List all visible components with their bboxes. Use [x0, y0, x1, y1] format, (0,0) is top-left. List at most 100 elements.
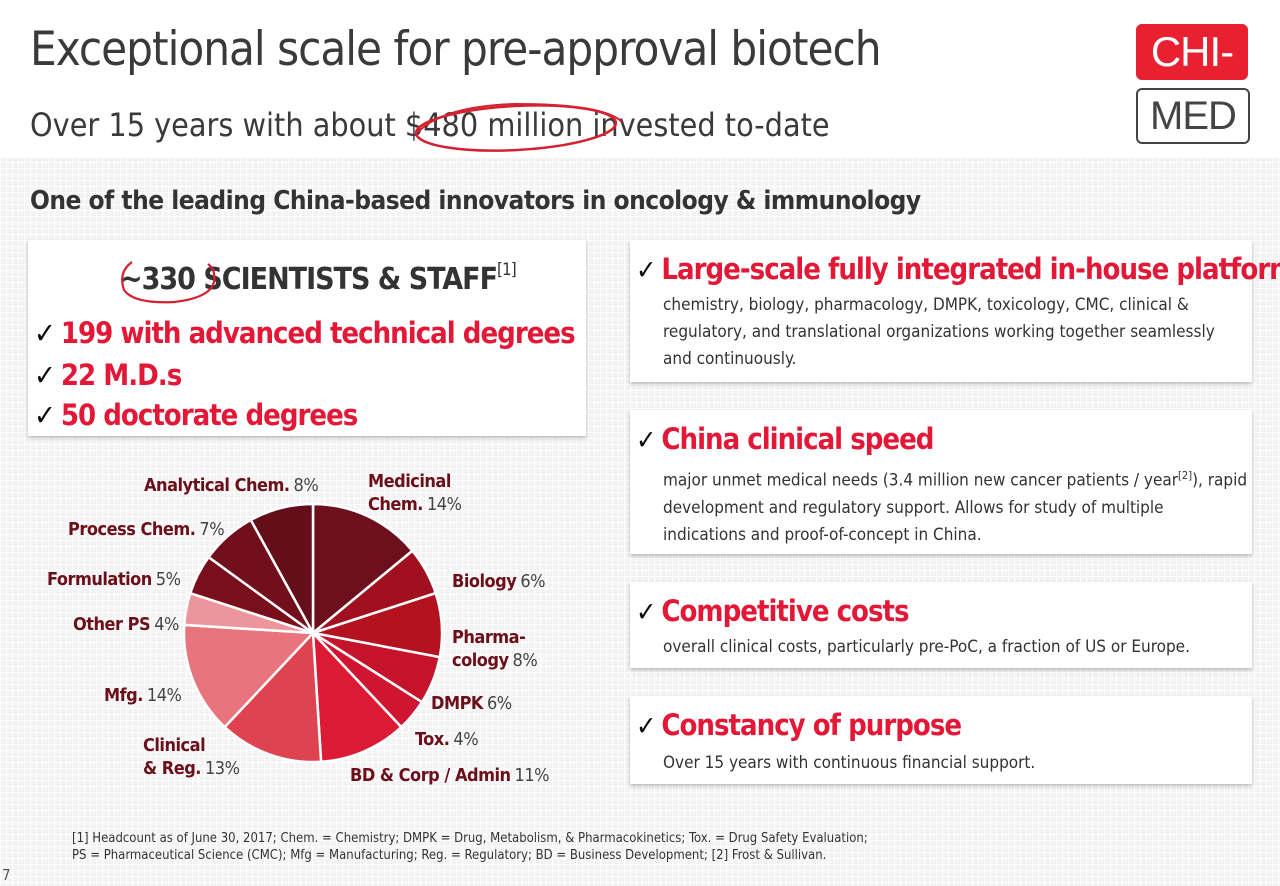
card-costs-body: overall clinical costs, particularly pre…	[663, 637, 1190, 657]
subtitle-highlight: $480 million	[404, 106, 584, 144]
company-logo-top: CHI-	[1136, 24, 1248, 80]
pie-label-text: Other PS 4%	[73, 613, 179, 636]
company-logo-bottom: MED	[1136, 88, 1250, 144]
pie-label-name: Mfg.	[104, 685, 143, 706]
check-icon: ✓	[34, 316, 56, 350]
pie-label-text: Formulation 5%	[47, 568, 181, 591]
pie-label-name: Process Chem.	[68, 519, 196, 540]
check-icon: ✓	[34, 398, 56, 432]
pie-label-name: Analytical Chem.	[144, 475, 290, 496]
check-icon: ✓	[636, 597, 656, 628]
card-title-text: Large-scale fully integrated in-house pl…	[661, 252, 1280, 286]
pie-label-value: 11%	[514, 765, 550, 786]
handdrawn-count-circle	[121, 261, 216, 304]
card-constancy-title: ✓ Constancy of purpose	[636, 708, 962, 742]
staff-summary-box	[28, 240, 586, 436]
pie-label: Clinical & Reg. 13%	[143, 734, 240, 780]
subtitle-pre: Over 15 years with about	[30, 106, 405, 144]
footnote-line: PS = Pharmaceutical Science (CMC); Mfg =…	[72, 848, 827, 863]
pie-label: Pharma-cology 8%	[452, 626, 538, 672]
pie-slice-mfg	[182, 623, 316, 729]
pie-label-value: 7%	[199, 519, 225, 540]
card-body-ref: [2]	[1178, 469, 1193, 482]
check-icon: ✓	[636, 711, 656, 742]
card-body-text: major unmet medical needs (3.4 million n…	[663, 470, 1179, 491]
card-constancy-body: Over 15 years with continuous financial …	[663, 753, 1036, 773]
pie-label-text: Medicinal	[368, 470, 461, 493]
pie-label-text: Clinical	[143, 734, 239, 757]
pie-label-value: 5%	[155, 569, 181, 590]
pie-label-text: cology 8%	[452, 649, 538, 672]
card-title-text: China clinical speed	[661, 422, 934, 456]
pie-label-name: Chem.	[368, 494, 423, 515]
pie-label-value: 6%	[520, 571, 546, 592]
card-body-text: ), rapid development and regulatory supp…	[663, 470, 1248, 545]
pie-label-value: 14%	[426, 494, 462, 515]
check-icon: ✓	[636, 425, 656, 456]
staff-item: ✓ 50 doctorate degrees	[34, 398, 358, 432]
pie-label-value: 4%	[154, 614, 179, 635]
staff-item: ✓ 22 M.D.s	[34, 358, 182, 392]
pie-label-text: Mfg. 14%	[104, 684, 182, 707]
card-platform-title: ✓ Large-scale fully integrated in-house p…	[636, 252, 1280, 286]
pie-label: DMPK 6%	[431, 692, 512, 715]
card-costs	[630, 582, 1252, 668]
card-speed	[630, 410, 1252, 554]
pie-label-name: Biology	[452, 571, 517, 592]
pie-label-text: Chem. 14%	[368, 493, 462, 516]
page-title: Exceptional scale for pre-approval biote…	[30, 22, 882, 77]
staff-item: ✓ 199 with advanced technical degrees	[34, 316, 576, 350]
pie-label-name: Pharma-	[452, 627, 526, 648]
staff-count: ~330	[120, 262, 196, 297]
pie-label-value: 6%	[486, 693, 512, 714]
header-band	[0, 0, 1280, 158]
handdrawn-circle-annotation	[414, 102, 623, 152]
page-number: 7	[2, 866, 11, 884]
pie-label-text: Tox. 4%	[415, 728, 479, 751]
pie-label-text: & Reg. 13%	[143, 757, 240, 780]
pie-label-value: 8%	[293, 475, 319, 496]
pie-label-name: Clinical	[143, 735, 206, 756]
footnote: [1] Headcount as of June 30, 2017; Chem.…	[72, 830, 868, 864]
pie-label: Other PS 4%	[73, 613, 179, 636]
staff-label: SCIENTISTS & STAFF	[194, 262, 498, 297]
section-heading: One of the leading China-based innovator…	[30, 186, 921, 216]
pie-slice-bd-corp-admin	[311, 629, 404, 764]
pie-label: Medicinal Chem. 14%	[368, 470, 462, 516]
staff-item-text: 199 with advanced technical degrees	[60, 316, 576, 350]
staff-breakdown-pie-chart	[182, 502, 444, 764]
staff-item-text: 50 doctorate degrees	[60, 398, 358, 432]
staff-headline: ~330 SCIENTISTS & STAFF[1]	[120, 260, 517, 297]
check-icon: ✓	[636, 255, 656, 286]
card-title-text: Competitive costs	[661, 594, 909, 628]
staff-item-text: 22 M.D.s	[60, 358, 182, 392]
pie-label-name: BD & Corp / Admin	[350, 765, 511, 786]
pie-label: Formulation 5%	[47, 568, 181, 591]
page-subtitle: Over 15 years with about $480 million in…	[30, 106, 830, 144]
pie-label: Analytical Chem. 8%	[144, 474, 319, 497]
pie-label-text: Pharma-	[452, 626, 537, 649]
pie-label-text: Biology 6%	[452, 570, 546, 593]
pie-label: Process Chem. 7%	[68, 518, 225, 541]
pie-label-text: Process Chem. 7%	[68, 518, 225, 541]
pie-slice-medicinal-chem	[311, 502, 415, 636]
pie-label-name: & Reg.	[143, 758, 201, 779]
pie-label-text: BD & Corp / Admin 11%	[350, 764, 550, 787]
pie-label-name: Medicinal	[368, 471, 451, 492]
pie-label-text: DMPK 6%	[431, 692, 512, 715]
pie-label-text: Analytical Chem. 8%	[144, 474, 319, 497]
pie-label-value: 4%	[453, 729, 479, 750]
pie-label-name: Tox.	[415, 729, 450, 750]
pie-label: Biology 6%	[452, 570, 546, 593]
card-costs-title: ✓ Competitive costs	[636, 594, 910, 628]
card-platform-body: chemistry, biology, pharmacology, DMPK, …	[663, 295, 1215, 369]
subtitle-post: invested to-date	[583, 106, 830, 144]
check-icon: ✓	[34, 358, 56, 392]
pie-label-value: 8%	[512, 650, 538, 671]
pie-label-name: DMPK	[431, 693, 483, 714]
card-speed-title: ✓ China clinical speed	[636, 422, 934, 456]
card-platform	[630, 240, 1252, 382]
pie-slice-clinical-reg	[222, 630, 323, 764]
pie-label: Mfg. 14%	[104, 684, 182, 707]
pie-label-name: cology	[452, 650, 509, 671]
